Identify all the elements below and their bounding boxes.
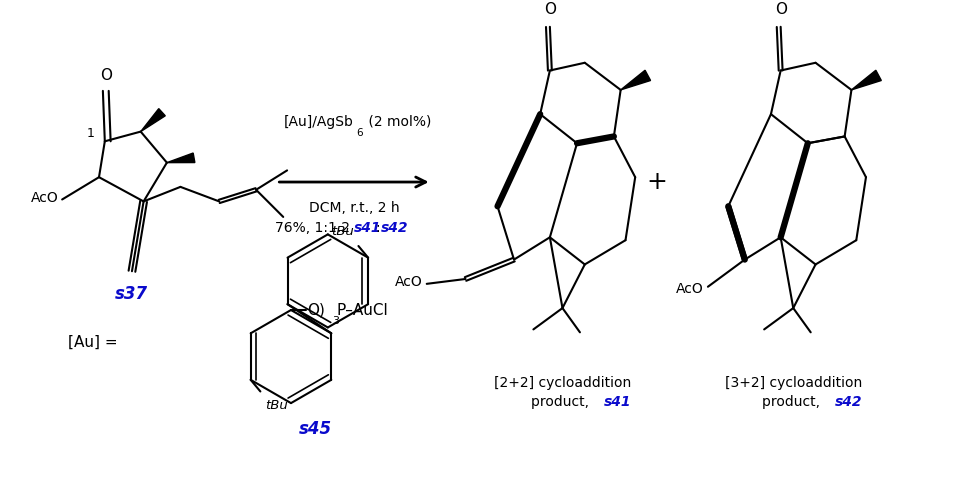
Text: (2 mol%): (2 mol%) [363, 115, 431, 129]
Text: [Au]/AgSb: [Au]/AgSb [284, 115, 354, 129]
Text: 3: 3 [333, 316, 339, 326]
Text: s41: s41 [354, 221, 382, 235]
Text: :: : [375, 221, 380, 235]
Text: AcO: AcO [677, 282, 704, 296]
Polygon shape [141, 108, 165, 132]
Text: O): O) [308, 302, 325, 318]
Text: O: O [544, 2, 556, 17]
Text: AcO: AcO [395, 275, 423, 289]
Text: P–AuCl: P–AuCl [336, 302, 388, 318]
Text: DCM, r.t., 2 h: DCM, r.t., 2 h [308, 201, 399, 215]
Polygon shape [621, 70, 651, 90]
Text: s37: s37 [115, 285, 147, 302]
Text: O: O [100, 68, 112, 83]
Text: O: O [775, 2, 787, 17]
Text: +: + [646, 170, 667, 194]
Text: s45: s45 [299, 420, 332, 439]
Text: product,: product, [763, 395, 824, 409]
Text: 76%, 1:1.2: 76%, 1:1.2 [275, 221, 354, 235]
Text: s42: s42 [835, 395, 863, 409]
Text: [3+2] cycloaddition: [3+2] cycloaddition [725, 376, 862, 390]
Text: 6: 6 [356, 128, 362, 138]
Text: AcO: AcO [31, 191, 58, 205]
Text: tBu: tBu [265, 399, 288, 412]
Polygon shape [851, 70, 881, 90]
Text: tBu: tBu [331, 225, 354, 238]
Text: [Au] =: [Au] = [68, 334, 118, 349]
Text: s41: s41 [604, 395, 631, 409]
Text: [2+2] cycloaddition: [2+2] cycloaddition [494, 376, 631, 390]
Polygon shape [167, 153, 195, 163]
Text: s42: s42 [381, 221, 409, 235]
Text: product,: product, [531, 395, 594, 409]
Text: 1: 1 [87, 127, 94, 140]
